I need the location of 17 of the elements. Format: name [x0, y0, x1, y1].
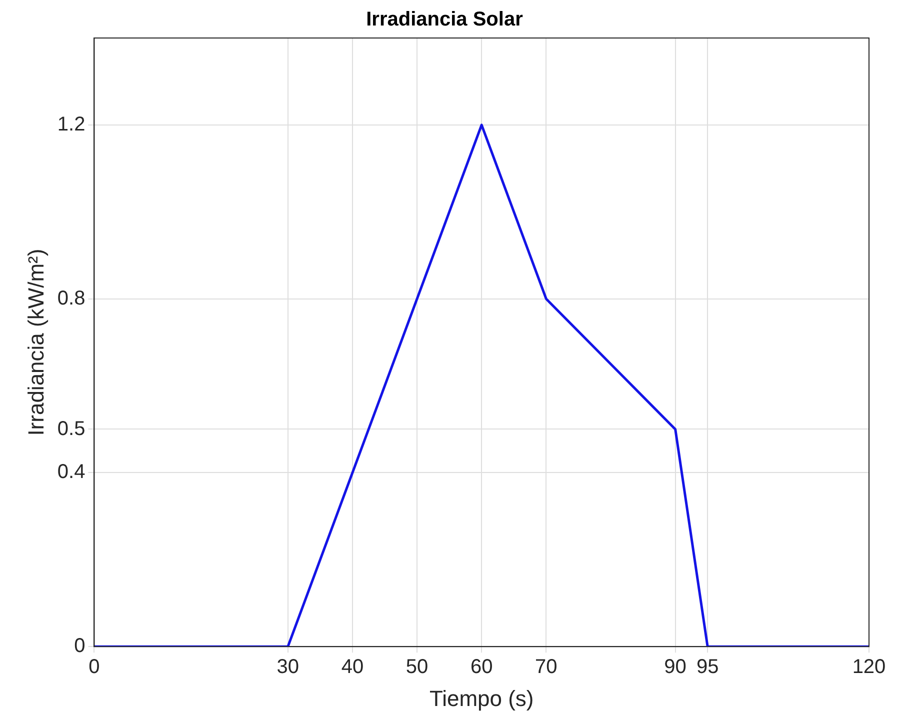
x-tick-label: 60: [470, 656, 493, 678]
y-tick-label: 0: [74, 635, 86, 658]
x-tick-label: 95: [696, 656, 719, 678]
y-tick-label: 0.4: [57, 461, 86, 484]
x-tick-label: 40: [341, 656, 364, 678]
y-tick-label: 0.5: [57, 418, 86, 440]
x-tick-label: 50: [406, 656, 428, 678]
y-axis-title: Irradiancia (kW/m²): [23, 248, 48, 436]
y-tick-label: 0.8: [57, 287, 86, 310]
x-tick-label: 90: [664, 656, 686, 678]
x-tick-label: 70: [535, 656, 558, 678]
chart-title: Irradiancia Solar: [366, 8, 524, 31]
x-tick-label: 30: [276, 656, 300, 678]
x-tick-label: 0: [88, 656, 100, 678]
y-tick-label: 1.2: [57, 113, 86, 136]
x-tick-label: 120: [852, 656, 886, 678]
x-axis-title: Tiempo (s): [429, 686, 534, 711]
